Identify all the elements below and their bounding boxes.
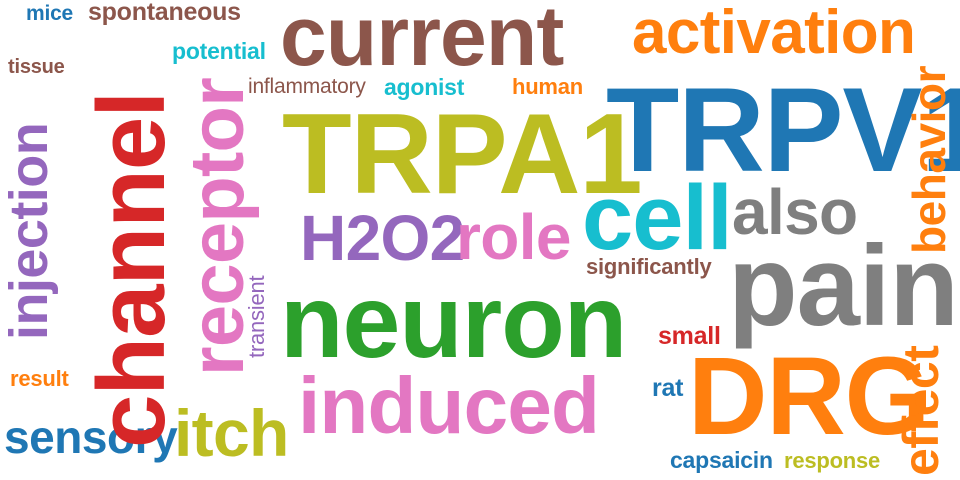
word-mice: mice: [26, 2, 74, 25]
word-trpv1: TRPV1: [606, 63, 960, 197]
word-current: current: [280, 0, 564, 83]
word-injection: injection: [0, 122, 59, 340]
word-pain: pain: [728, 223, 959, 350]
word-agonist: agonist: [384, 74, 465, 100]
word-drg: DRG: [688, 335, 930, 458]
word-induced: induced: [298, 361, 600, 450]
word-small: small: [658, 322, 721, 350]
word-tissue: tissue: [8, 56, 65, 78]
word-trpa1: TRPA1: [282, 91, 643, 218]
word-transient: transient: [244, 275, 269, 358]
word-behavior: behavior: [903, 65, 955, 254]
word-significantly: significantly: [586, 254, 712, 279]
word-spontaneous: spontaneous: [88, 0, 241, 26]
word-h2o2: H2O2: [300, 202, 465, 274]
word-inflammatory: inflammatory: [248, 75, 366, 98]
word-activation: activation: [632, 0, 916, 67]
word-human: human: [512, 74, 584, 99]
word-potential: potential: [172, 38, 266, 64]
word-result: result: [10, 366, 69, 391]
word-effect: effect: [893, 345, 949, 476]
word-channel: channel: [78, 91, 185, 448]
word-sensory: sensory: [4, 411, 178, 463]
word-role: role: [456, 201, 571, 273]
word-response: response: [784, 448, 881, 473]
word-rat: rat: [652, 374, 684, 402]
word-itch: itch: [174, 396, 289, 470]
word-cell: cell: [582, 167, 733, 269]
word-also: also: [732, 176, 858, 248]
word-neuron: neuron: [280, 264, 627, 380]
word-capsaicin: capsaicin: [670, 447, 773, 473]
